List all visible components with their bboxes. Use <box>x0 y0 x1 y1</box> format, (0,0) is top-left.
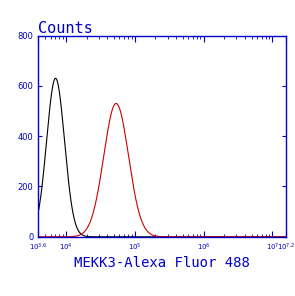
X-axis label: MEKK3-Alexa Fluor 488: MEKK3-Alexa Fluor 488 <box>74 256 250 270</box>
Text: Counts: Counts <box>38 20 93 36</box>
